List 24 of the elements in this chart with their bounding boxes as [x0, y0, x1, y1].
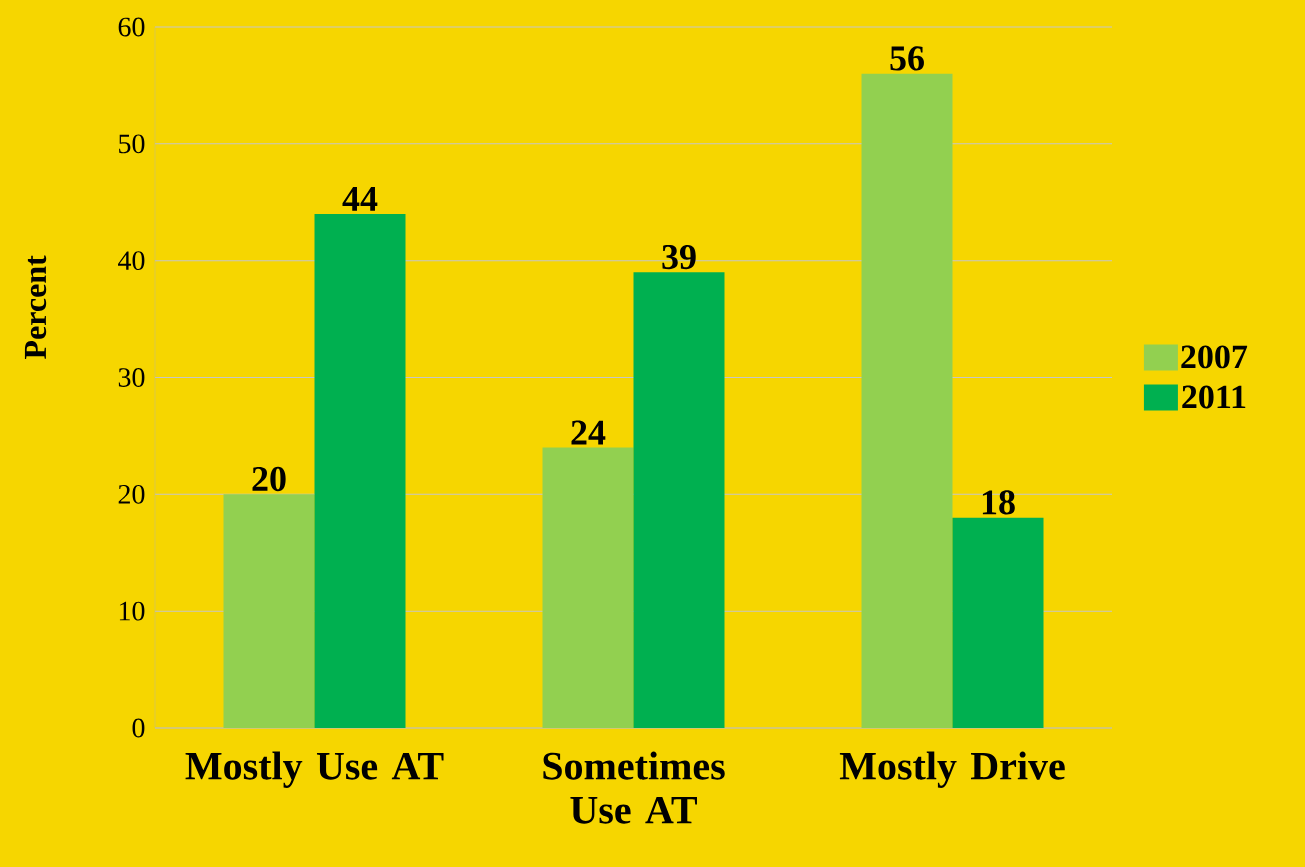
data-label: 44: [342, 187, 378, 211]
bar: [223, 494, 315, 728]
y-axis-title: Percent: [24, 255, 47, 359]
y-tick-label: 0: [132, 718, 145, 738]
y-tick-label: 50: [119, 134, 145, 154]
bar: [633, 272, 725, 728]
y-tick-label: 10: [119, 601, 145, 621]
y-tick-label: 20: [118, 484, 145, 504]
data-label: 20: [252, 466, 286, 492]
y-tick-label: 30: [118, 368, 145, 387]
bar: [952, 517, 1044, 728]
legend-label: 2007: [1181, 345, 1248, 369]
legend-label: 2011: [1182, 385, 1246, 409]
data-label: 56: [890, 46, 924, 71]
x-tick-label: Sometimes Use AT: [543, 751, 725, 824]
x-tick-label: Mostly Use AT: [185, 751, 444, 788]
bar: [314, 213, 406, 728]
bar: [861, 73, 953, 728]
x-tick-label: Mostly Drive: [839, 751, 1065, 788]
y-tick-label: 60: [118, 17, 145, 37]
data-label: 18: [982, 490, 1015, 515]
data-label: 24: [571, 420, 606, 445]
y-tick-label: 40: [118, 251, 145, 271]
bar: [542, 447, 634, 728]
